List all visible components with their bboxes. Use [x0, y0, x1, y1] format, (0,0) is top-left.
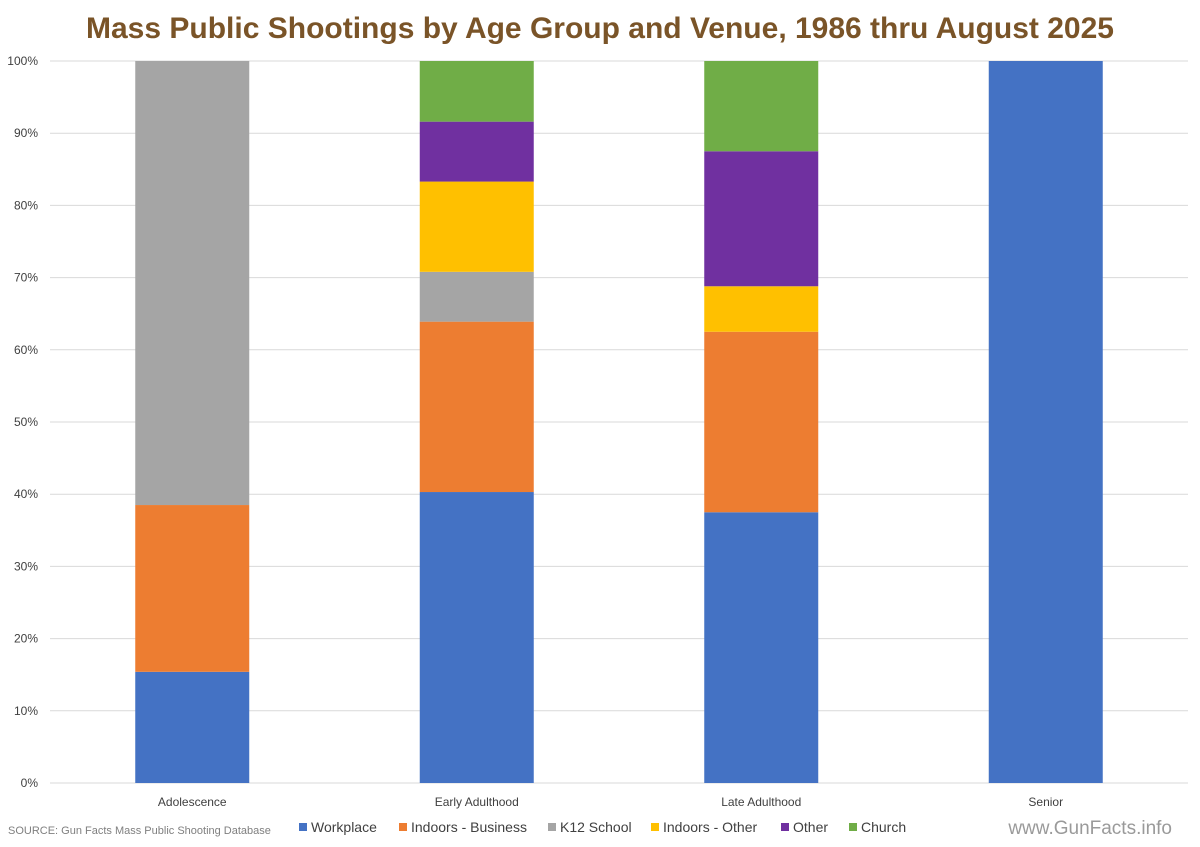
x-category-label: Senior: [1028, 795, 1063, 809]
legend-item: Church: [849, 819, 906, 835]
bar-segment: [704, 151, 819, 287]
legend-swatch: [299, 823, 307, 831]
legend-swatch: [399, 823, 407, 831]
bar-segment: [419, 321, 534, 493]
bar-segment: [419, 271, 534, 322]
y-tick-label: 20%: [14, 632, 38, 646]
legend-swatch: [781, 823, 789, 831]
x-axis-categories: Adolescence Early Adulthood Late Adulthood…: [158, 795, 1063, 809]
bar-segment: [135, 61, 250, 506]
y-tick-label: 100%: [7, 54, 38, 68]
bar-segment: [419, 492, 534, 783]
x-category-label: Adolescence: [158, 795, 227, 809]
source-note: SOURCE: Gun Facts Mass Public Shooting D…: [8, 825, 271, 837]
x-category-label: Late Adulthood: [721, 795, 801, 809]
y-tick-label: 40%: [14, 487, 38, 501]
legend-label: Church: [861, 819, 906, 835]
y-tick-label: 10%: [14, 704, 38, 718]
bar-segment: [704, 286, 819, 332]
bar-segment: [419, 61, 534, 122]
legend-item: Indoors - Business: [399, 819, 527, 835]
legend-swatch: [651, 823, 659, 831]
legend-swatch: [849, 823, 857, 831]
bar-stack: [988, 61, 1103, 783]
bar-segment: [419, 181, 534, 272]
y-tick-label: 50%: [14, 415, 38, 429]
y-axis-ticks: 0% 10% 20% 30% 40% 50% 60% 70% 80% 90% 100%: [7, 54, 38, 790]
watermark-text: www.GunFacts.info: [1007, 818, 1172, 839]
legend-label: K12 School: [560, 819, 632, 835]
y-tick-label: 90%: [14, 126, 38, 140]
legend-label: Indoors - Business: [411, 819, 527, 835]
bar-segment: [135, 671, 250, 783]
y-tick-label: 30%: [14, 559, 38, 573]
bar-segment: [704, 331, 819, 513]
bars: [135, 61, 1103, 783]
bar-stack: [135, 61, 250, 783]
legend: Workplace Indoors - Business K12 School Ind…: [299, 819, 906, 835]
y-tick-label: 60%: [14, 343, 38, 357]
legend-label: Indoors - Other: [663, 819, 757, 835]
legend-item: Other: [781, 819, 828, 835]
legend-item: K12 School: [548, 819, 632, 835]
x-category-label: Early Adulthood: [435, 795, 519, 809]
bar-segment: [704, 61, 819, 152]
legend-label: Other: [793, 819, 828, 835]
chart-title: Mass Public Shootings by Age Group and V…: [86, 12, 1114, 45]
legend-item: Indoors - Other: [651, 819, 757, 835]
y-tick-label: 80%: [14, 198, 38, 212]
y-tick-label: 70%: [14, 271, 38, 285]
bar-stack: [704, 61, 819, 783]
bar-segment: [135, 505, 250, 672]
bar-segment: [419, 121, 534, 182]
y-tick-label: 0%: [21, 776, 39, 790]
bar-segment: [704, 512, 819, 783]
bar-stack: [419, 61, 534, 783]
legend-label: Workplace: [311, 819, 377, 835]
bar-segment: [988, 61, 1103, 783]
legend-item: Workplace: [299, 819, 377, 835]
legend-swatch: [548, 823, 556, 831]
